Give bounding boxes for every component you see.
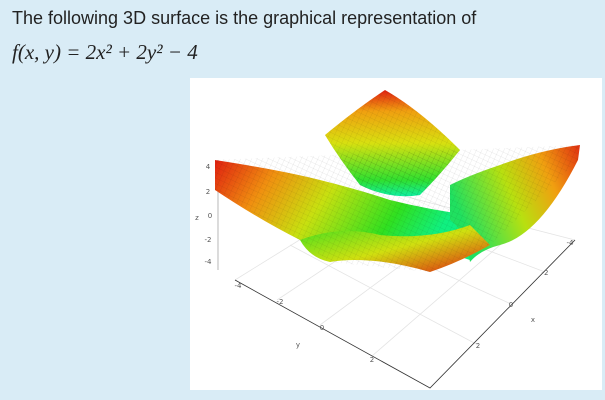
x-tick-label: -4	[567, 239, 575, 247]
y-tick-label: -4	[235, 282, 243, 290]
z-tick-label: -2	[205, 236, 212, 244]
surface-plot: z 4 2 0 -2 -4 y -4 -2 0 2 x -4 -2 0 2	[190, 78, 602, 390]
x-axis-label: x	[531, 316, 535, 324]
formula: f(x, y) = 2x² + 2y² − 4	[12, 40, 198, 64]
y-tick-label: 0	[320, 324, 324, 332]
z-tick-label: -4	[205, 258, 213, 266]
z-tick-label: 0	[208, 212, 212, 220]
y-tick-label: 2	[370, 356, 374, 364]
x-tick-label: -2	[542, 269, 549, 277]
z-tick-label: 4	[206, 163, 211, 171]
x-tick-label: 2	[476, 342, 480, 350]
x-tick-label: 0	[509, 301, 513, 309]
y-axis-label: y	[296, 341, 300, 349]
question-text: The following 3D surface is the graphica…	[12, 8, 477, 28]
z-tick-label: 2	[206, 188, 210, 196]
z-axis-label: z	[195, 214, 199, 222]
y-tick-label: -2	[277, 298, 284, 306]
